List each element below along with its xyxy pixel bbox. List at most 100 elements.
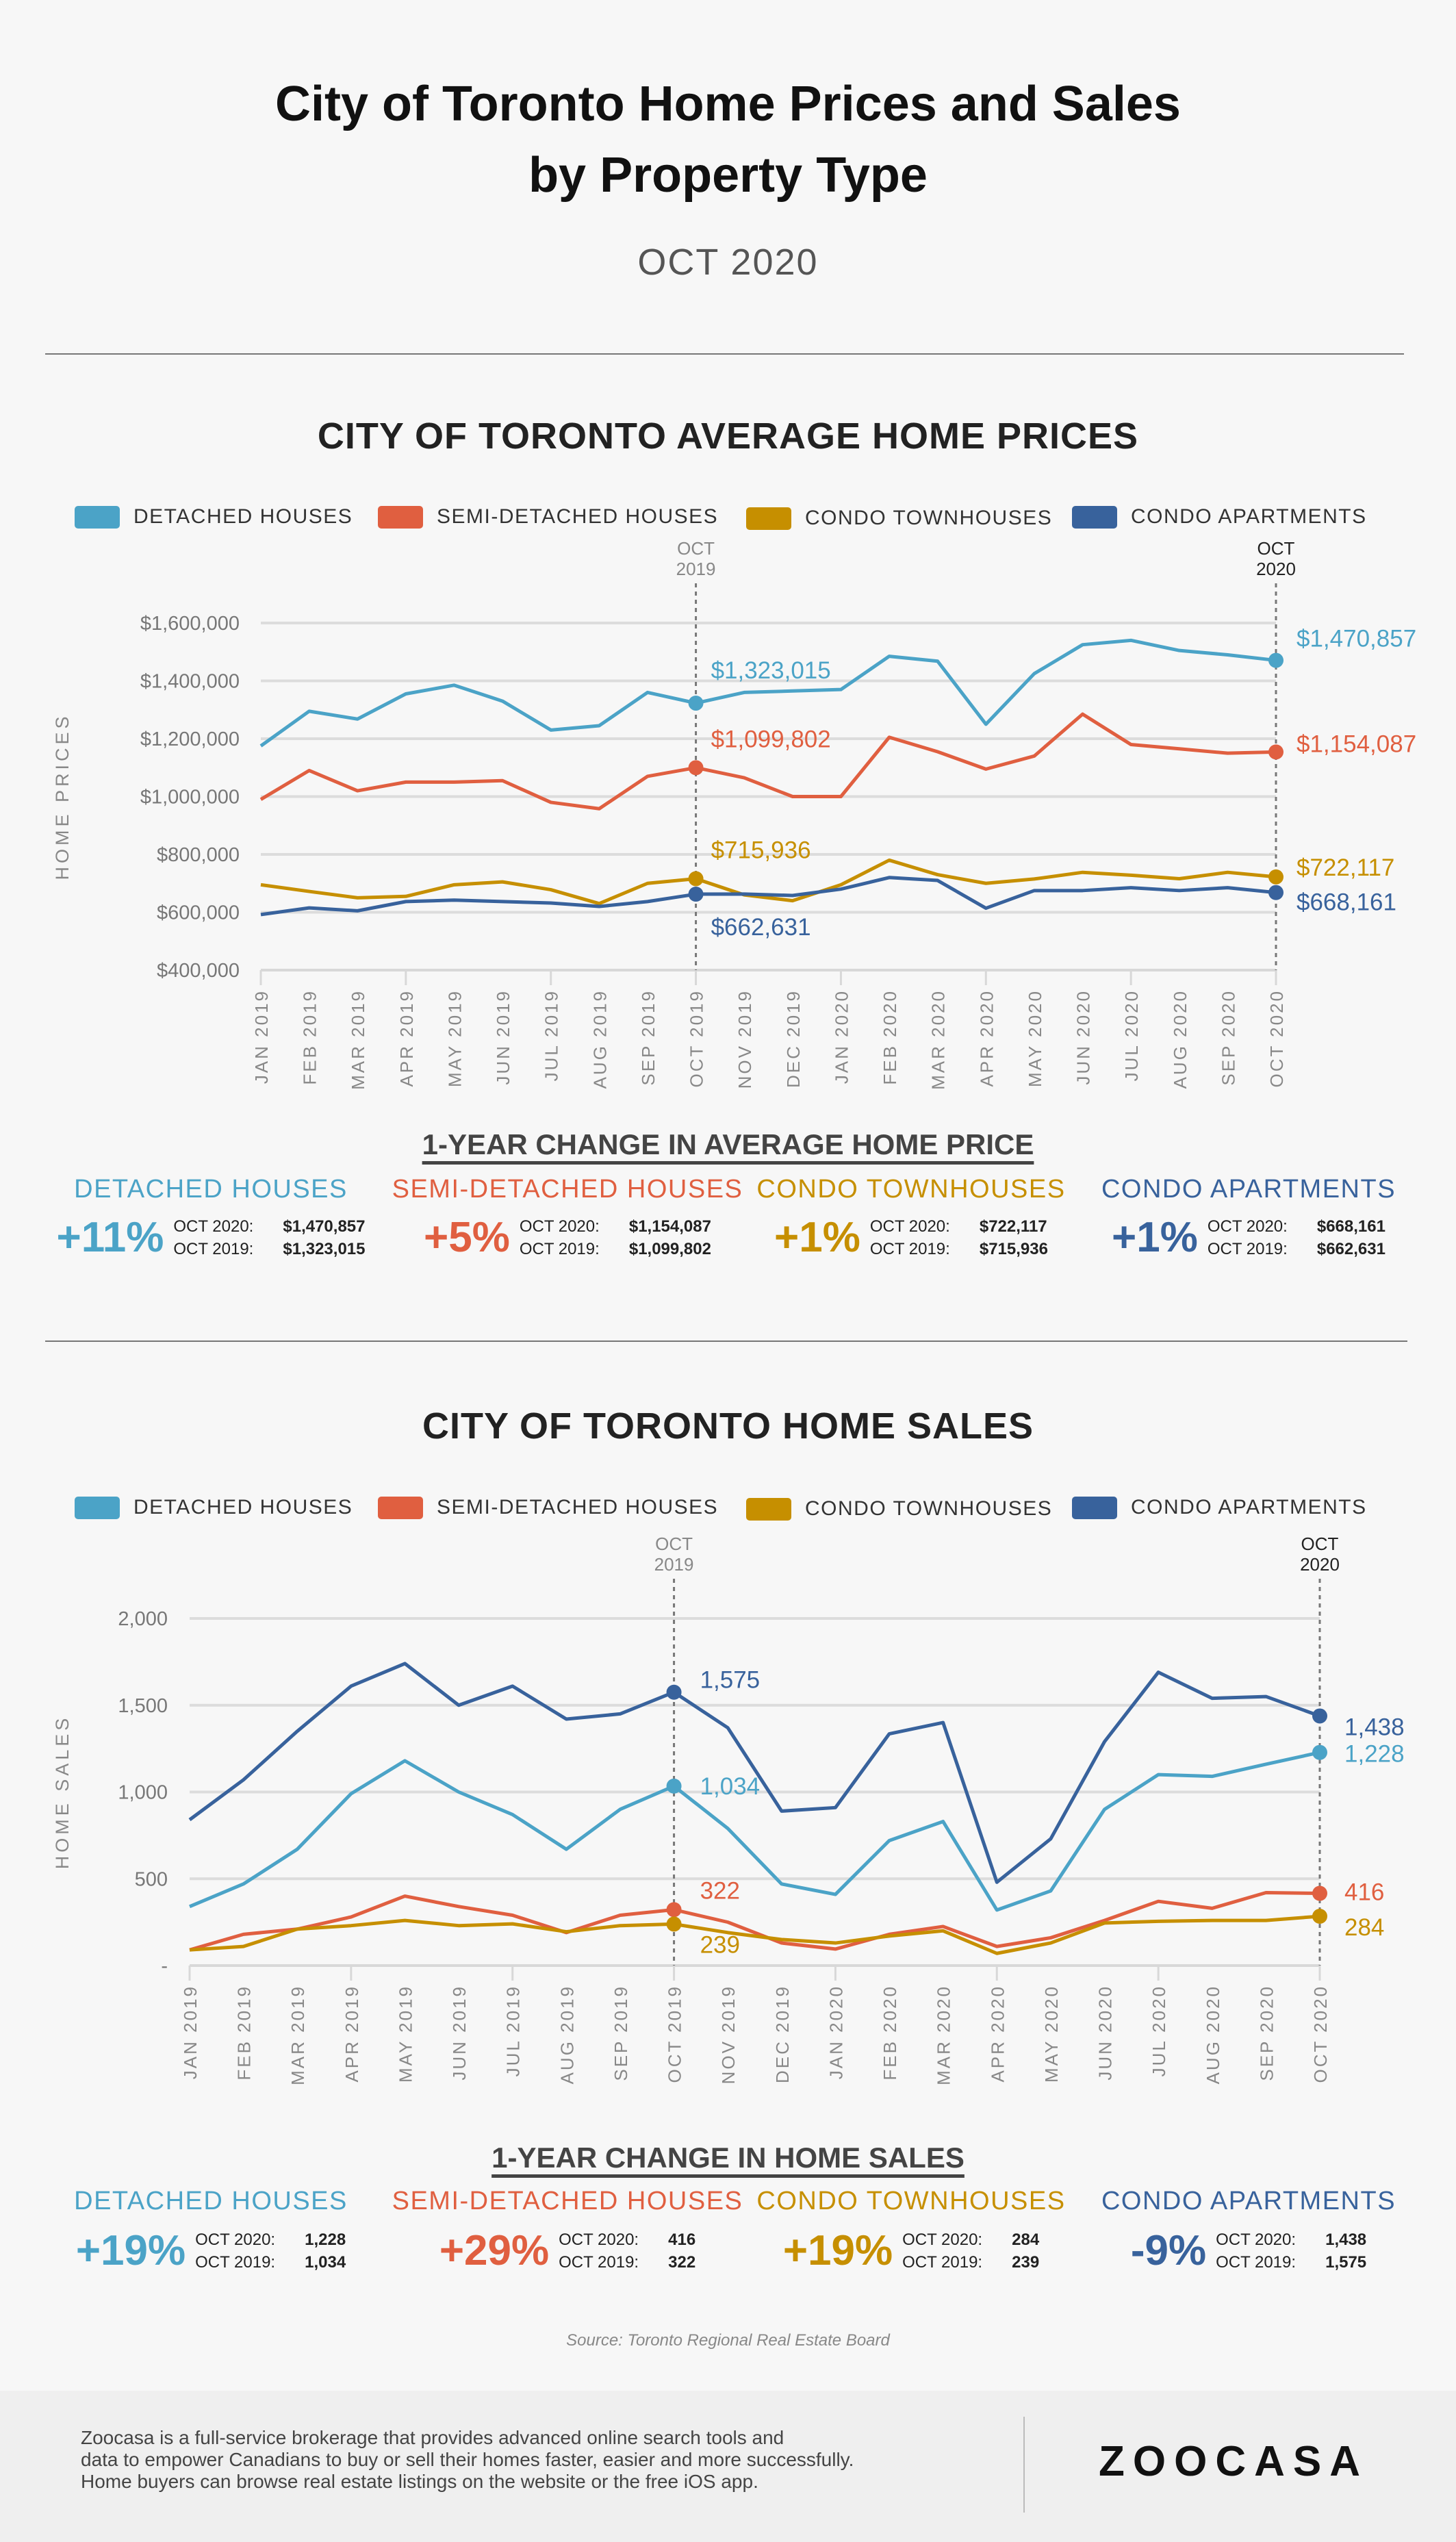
row-label: OCT 2019:: [195, 2252, 276, 2272]
change-stat: +19% OCT 2020: 284 OCT 2019: 239: [733, 2226, 1089, 2275]
x-tick-label: SEP 2019: [611, 1985, 631, 2081]
change-percent: +5%: [424, 1214, 510, 1261]
y-tick-label: 1,500: [118, 1695, 168, 1717]
data-point-apartment: [1312, 1708, 1327, 1724]
legend-semi: SEMI-DETACHED HOUSES: [378, 505, 718, 529]
x-tick-label: JUN 2019: [493, 989, 513, 1085]
x-tick-label: AUG 2019: [557, 1985, 577, 2084]
legend-apartment: CONDO APARTMENTS: [1072, 505, 1367, 529]
footer-divider: [1023, 2417, 1025, 2513]
x-tick-label: JUN 2019: [449, 1985, 470, 2081]
data-label-townhouse: 239: [700, 1931, 740, 1958]
zoocasa-logo[interactable]: ZOOCASA: [1099, 2438, 1368, 2485]
row-label: OCT 2020:: [519, 1217, 600, 1236]
x-tick-label: JAN 2019: [180, 1985, 201, 2079]
change-percent: +1%: [774, 1214, 860, 1261]
x-tick-label: MAY 2019: [444, 989, 465, 1087]
data-label-apartment: 1,575: [700, 1667, 761, 1694]
change-stat: +11% OCT 2020: $1,470,857 OCT 2019: $1,323…: [33, 1213, 389, 1262]
row-label: OCT 2020:: [869, 1217, 950, 1236]
x-tick-label: SEP 2019: [638, 989, 659, 1086]
data-label-detached: $1,470,857: [1297, 626, 1416, 652]
x-tick-label: APR 2019: [342, 1985, 362, 2083]
x-tick-label: MAR 2020: [928, 989, 949, 1090]
row-label: OCT 2019:: [1216, 2252, 1297, 2272]
data-label-apartment: $662,631: [711, 914, 811, 941]
x-tick-label: SEP 2020: [1256, 1985, 1277, 2081]
legend-swatch: [75, 505, 120, 529]
row-label: OCT 2020:: [559, 2230, 639, 2249]
change-category: SEMI-DETACHED HOUSES: [392, 1175, 743, 1204]
x-tick-label: JAN 2019: [251, 989, 272, 1084]
y-tick-label: $800,000: [157, 844, 240, 866]
y-tick-label: $1,200,000: [140, 728, 240, 750]
change-values: OCT 2020: $1,154,087 OCT 2019: $1,099,802: [520, 1215, 711, 1260]
value-2019: $1,323,015: [283, 1239, 366, 1258]
legend-detached: DETACHED HOUSES: [75, 1496, 353, 1519]
value-2019: 322: [668, 2252, 696, 2272]
data-point-apartment: [688, 887, 704, 902]
page-title: City of Toronto Home Prices and Sales by…: [275, 77, 1181, 203]
marker-label: OCT: [1301, 1534, 1339, 1554]
data-label-apartment: $668,161: [1297, 889, 1396, 916]
data-point-semi: [666, 1902, 682, 1918]
change-category: SEMI-DETACHED HOUSES: [392, 2187, 743, 2215]
marker-label: 2020: [1256, 559, 1296, 579]
series-line-townhouse: [189, 1914, 1320, 1955]
value-2020: 284: [1012, 2230, 1040, 2249]
change-percent: +29%: [439, 2227, 550, 2274]
sales-chart: - 500 1,000 1,500 2,000 HOME SALES JAN 2019 FEB…: [52, 1534, 1405, 2085]
change-values: OCT 2020: $1,470,857 OCT 2019: $1,323,015: [173, 1215, 365, 1260]
x-tick-label: JUL 2020: [1121, 989, 1142, 1081]
value-2020: $1,470,857: [283, 1217, 366, 1236]
y-tick-label: -: [161, 1955, 168, 1977]
change-stat: +5% OCT 2020: $1,154,087 OCT 2019: $1,099,…: [389, 1213, 745, 1262]
price-change-title: 1-YEAR CHANGE IN AVERAGE HOME PRICE: [422, 1128, 1034, 1160]
y-tick-label: $600,000: [157, 902, 240, 924]
data-point-semi: [688, 760, 704, 776]
value-2019: 1,034: [305, 2252, 346, 2272]
x-tick-label: FEB 2020: [880, 989, 900, 1085]
x-tick-label: SEP 2020: [1218, 989, 1238, 1086]
data-point-detached: [666, 1778, 682, 1794]
value-2019: 239: [1012, 2252, 1040, 2272]
x-tick-label: MAR 2020: [934, 1985, 954, 2085]
x-tick-label: MAY 2020: [1025, 989, 1045, 1087]
x-tick-label: MAY 2020: [1041, 1985, 1062, 2083]
value-2019: 1,575: [1325, 2252, 1367, 2272]
marker-label: OCT: [655, 1534, 693, 1554]
change-stat: +19% OCT 2020: 1,228 OCT 2019: 1,034: [33, 2226, 389, 2275]
marker-label: OCT: [677, 538, 715, 559]
y-tick-label: $400,000: [157, 960, 240, 982]
legend-detached: DETACHED HOUSES: [75, 505, 353, 529]
y-tick-label: $1,400,000: [140, 671, 240, 693]
y-axis-label: HOME SALES: [52, 1715, 73, 1870]
change-percent: +19%: [782, 2227, 893, 2274]
change-category: CONDO TOWNHOUSES: [756, 2187, 1066, 2215]
change-stat: -9% OCT 2020: 1,438 OCT 2019: 1,575: [1071, 2226, 1427, 2275]
row-label: OCT 2020:: [173, 1217, 254, 1236]
change-values: OCT 2020: $722,117 OCT 2019: $715,936: [870, 1215, 1048, 1260]
legend-swatch: [378, 1496, 423, 1519]
y-tick-label: $1,000,000: [140, 787, 240, 809]
x-tick-label: FEB 2020: [880, 1985, 900, 2081]
change-percent: +11%: [56, 1214, 164, 1261]
value-2020: 1,228: [305, 2230, 346, 2249]
series-line-detached: [189, 1751, 1320, 1912]
value-2020: 416: [668, 2230, 696, 2249]
x-tick-label: AUG 2019: [589, 989, 610, 1089]
series-line-semi: [259, 712, 1277, 811]
x-tick-label: NOV 2019: [735, 989, 755, 1089]
change-stat: +1% OCT 2020: $668,161 OCT 2019: $662,631: [1071, 1213, 1427, 1262]
x-tick-label: MAR 2019: [288, 1985, 308, 2085]
legend-swatch: [75, 1496, 120, 1519]
value-2020: $1,154,087: [628, 1217, 711, 1236]
marker-label: 2019: [654, 1554, 694, 1575]
sales-title: CITY OF TORONTO HOME SALES: [422, 1406, 1034, 1447]
row-label: OCT 2020:: [195, 2230, 276, 2249]
series-line-apartment: [260, 876, 1277, 917]
row-label: OCT 2020:: [1207, 1217, 1288, 1236]
legend-townhouse: CONDO TOWNHOUSES: [746, 507, 1052, 530]
data-point-townhouse: [666, 1916, 682, 1932]
change-percent: -9%: [1130, 2227, 1207, 2274]
